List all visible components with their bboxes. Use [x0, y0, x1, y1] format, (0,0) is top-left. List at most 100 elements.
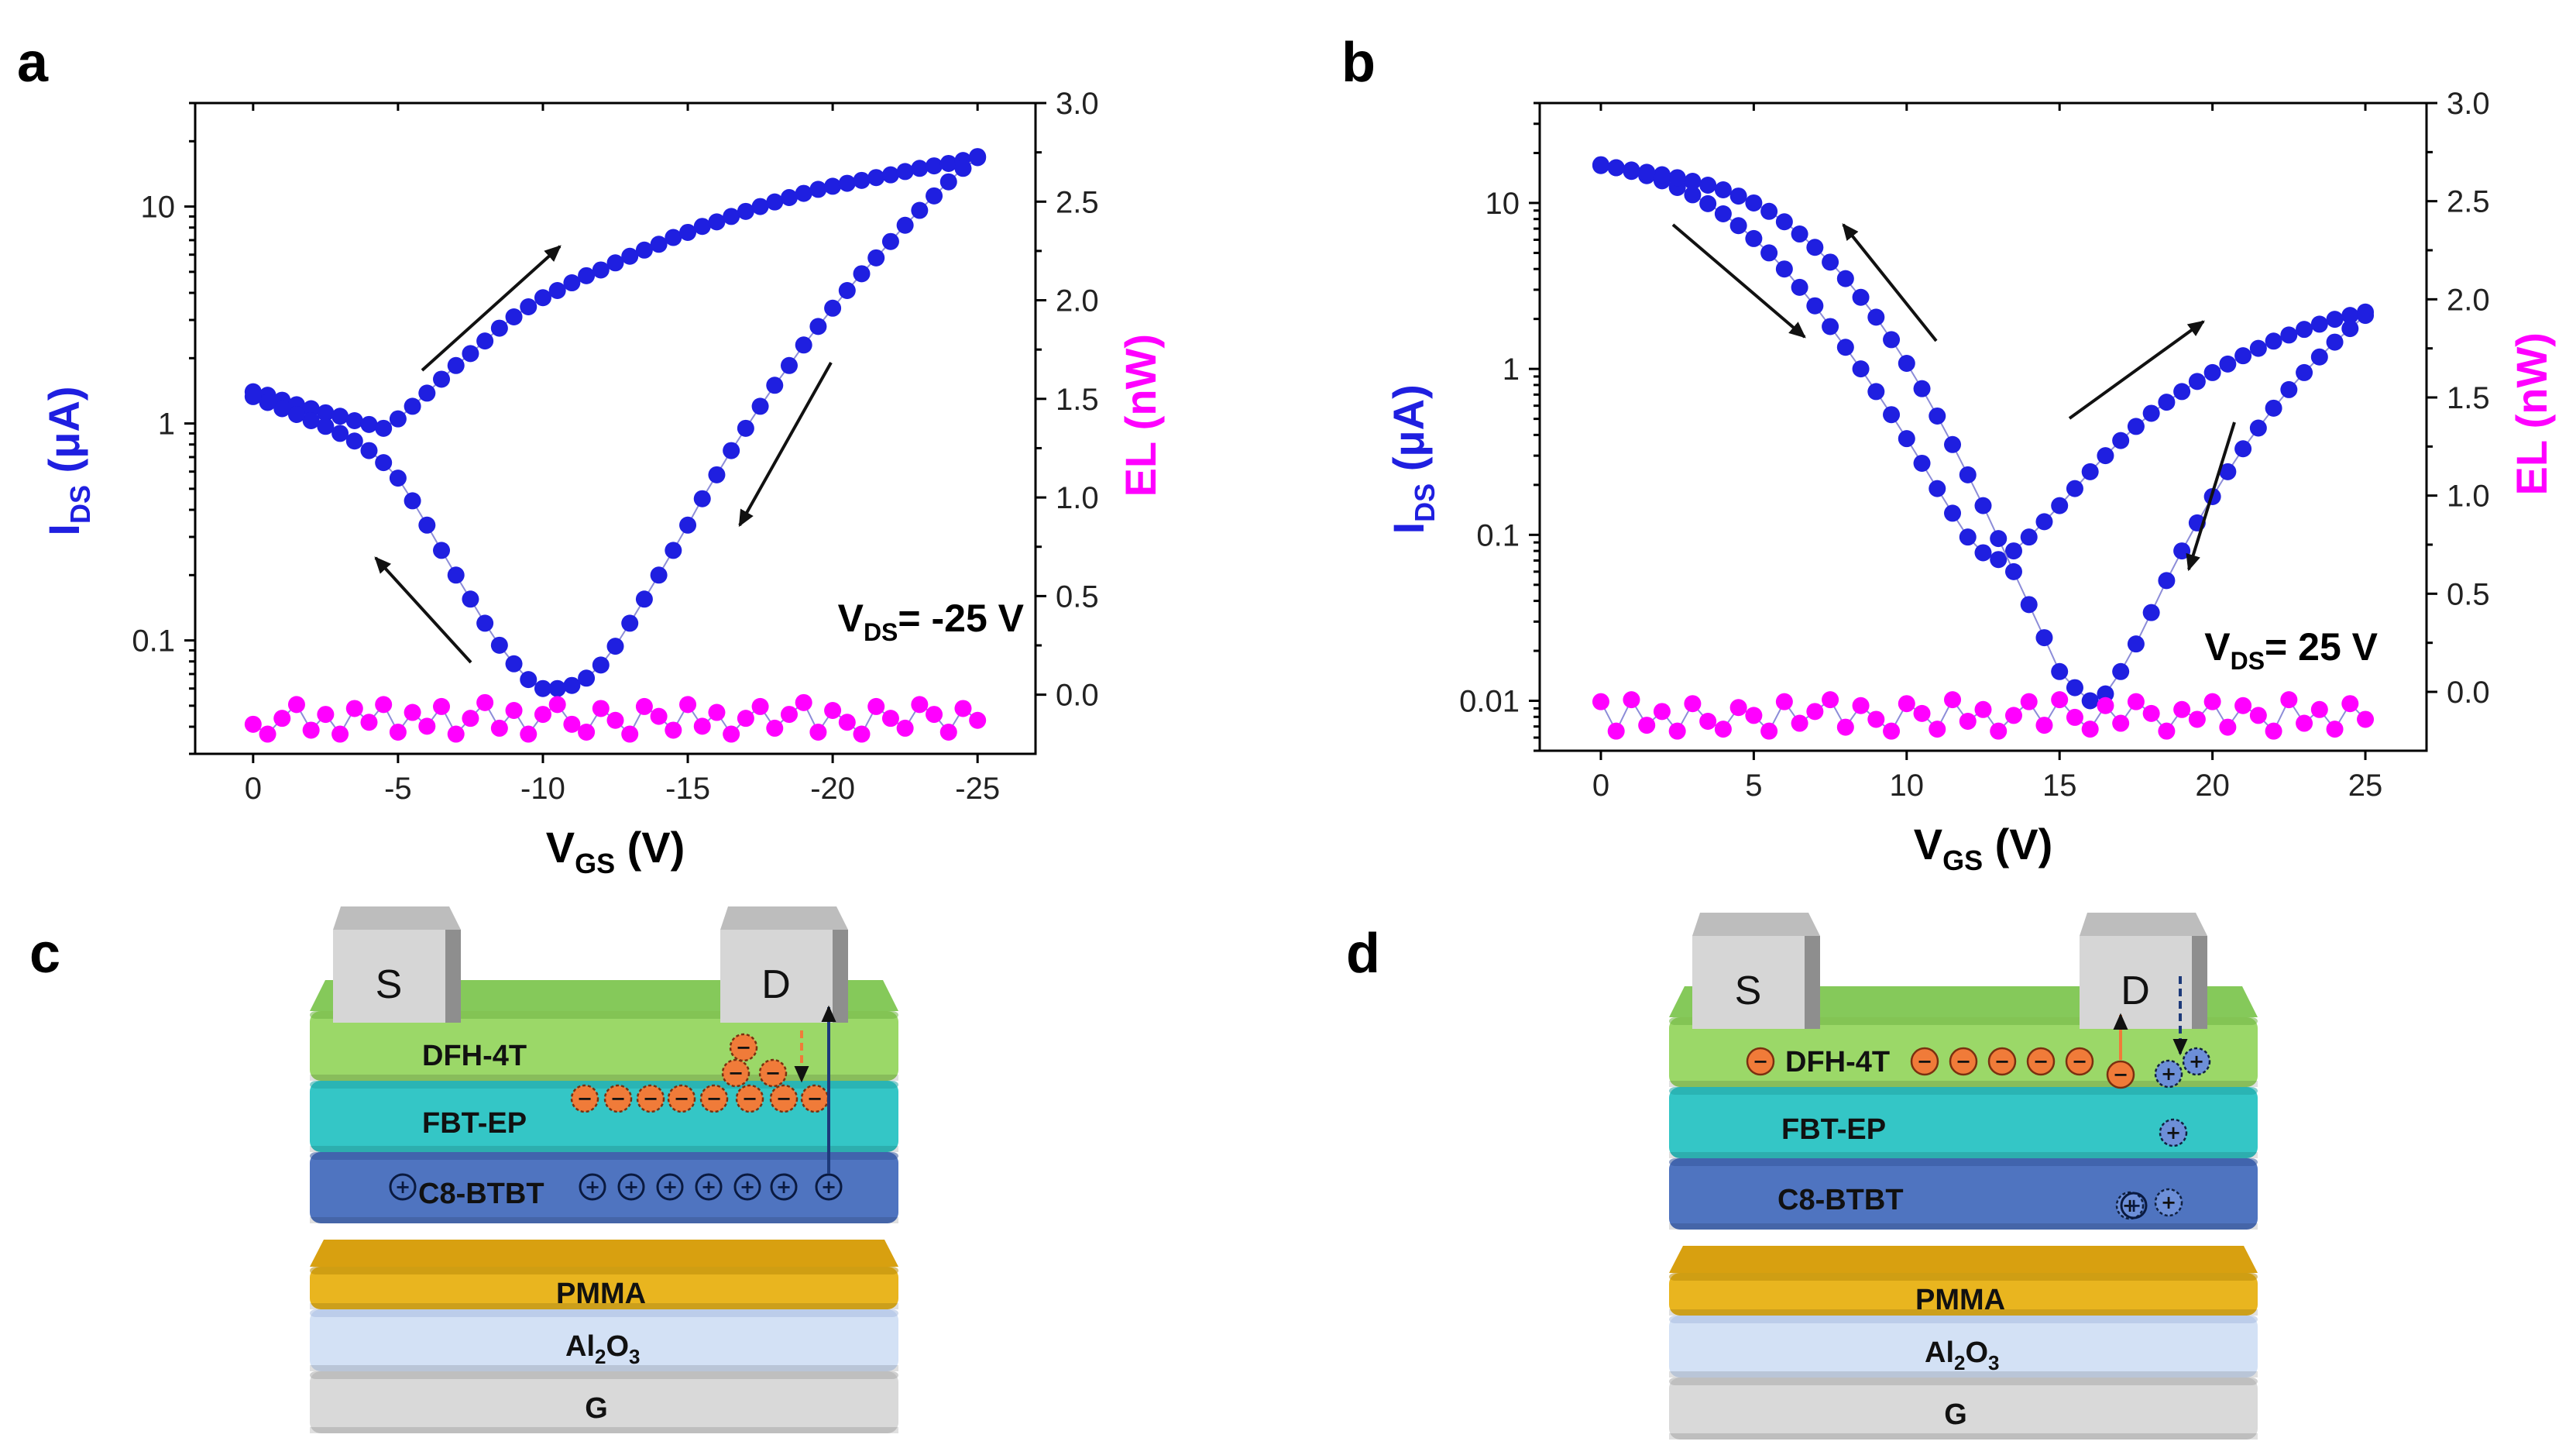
el-data-point	[881, 710, 899, 728]
electron-sign: −	[728, 1062, 744, 1084]
ids-data-point	[2249, 419, 2267, 437]
el-data-point	[665, 721, 682, 739]
el-data-point	[345, 700, 363, 717]
el-data-point	[1944, 691, 1962, 709]
ids-data-point	[1974, 544, 1992, 562]
el-data-point	[462, 710, 479, 728]
el-data-point	[360, 714, 378, 731]
hole-sign: +	[776, 1176, 792, 1198]
fbt-layer-bottom-shade	[310, 1146, 898, 1152]
electron	[769, 1084, 799, 1113]
electron-sign: −	[807, 1088, 823, 1109]
el-data-point	[795, 693, 812, 711]
ids-data-point	[2158, 572, 2176, 590]
ids-data-point	[621, 614, 639, 632]
el-data-point	[1836, 718, 1854, 736]
ids-data-point	[592, 656, 610, 674]
pmma-layer-top-edge	[1669, 1273, 2258, 1281]
el-data-point	[896, 719, 914, 737]
el-data-point	[447, 725, 465, 743]
el-data-point	[766, 719, 784, 737]
hole	[656, 1173, 684, 1201]
electron	[1949, 1047, 1978, 1076]
ids-data-point	[2234, 347, 2252, 365]
ids-data-point	[302, 400, 320, 418]
el-data-point	[389, 724, 407, 741]
ids-data-point	[2035, 629, 2053, 647]
ids-data-point	[1836, 270, 1854, 287]
hole-sign: +	[701, 1176, 716, 1198]
ids-data-point	[563, 676, 581, 694]
pmma-layer	[310, 1267, 898, 1309]
el-data-point	[2127, 693, 2145, 710]
electron	[1746, 1047, 1775, 1076]
ids-data-point	[520, 671, 538, 689]
ids-data-point	[1775, 260, 1793, 278]
hole-sign: +	[821, 1176, 836, 1198]
ids-data-point	[2004, 542, 2022, 560]
ids-data-point	[1867, 383, 1885, 401]
hole-sign: +	[585, 1176, 600, 1198]
el-data-point	[1852, 697, 1870, 714]
ids-data-point	[2158, 394, 2176, 411]
x-tick-label: 25	[2348, 769, 2383, 803]
ids-data-point	[838, 174, 856, 192]
el-data-point	[433, 697, 451, 715]
ids-data-point	[2127, 635, 2145, 653]
electron-sign: −	[1917, 1051, 1932, 1072]
ids-data-point	[2081, 463, 2099, 480]
el-data-point	[2051, 691, 2069, 709]
gate-layer-label: G	[1944, 1398, 1967, 1431]
ids-data-point	[1898, 354, 1915, 372]
electron-sign: −	[577, 1088, 592, 1109]
electron	[758, 1058, 788, 1088]
vds-annotation-rest: = 25 V	[2265, 625, 2379, 669]
ids-data-point	[838, 282, 856, 300]
el-data-point	[1699, 713, 1717, 730]
ids-data-point	[867, 169, 885, 187]
ids-data-point	[926, 187, 943, 205]
sweep-direction-arrow	[2186, 421, 2236, 572]
electron	[570, 1084, 599, 1113]
ids-data-point	[2265, 399, 2282, 417]
el-data-point	[1638, 717, 1656, 734]
ids-data-point	[1607, 159, 1625, 177]
hole-sign: +	[2161, 1192, 2176, 1213]
electron-sign: −	[2033, 1051, 2049, 1072]
hole	[2154, 1188, 2183, 1217]
sweep-direction-arrow	[2068, 320, 2205, 420]
al2o3-sub1: 2	[1954, 1351, 1965, 1374]
ids-data-point	[1714, 181, 1732, 198]
ids-data-point	[2310, 348, 2328, 366]
ids-data-point	[404, 492, 421, 510]
c8-layer-label: C8-BTBT	[418, 1178, 544, 1210]
el-data-point	[1806, 703, 1824, 721]
y-right-tick-label: 2.5	[1056, 185, 1099, 219]
el-data-point	[1822, 691, 1839, 709]
ids-data-point	[896, 163, 914, 181]
x-axis-title-main: V	[1914, 820, 1942, 869]
x-tick-label: 10	[1890, 769, 1925, 803]
ids-data-point	[476, 614, 494, 632]
el-data-point	[2066, 708, 2083, 726]
el-data-point	[2265, 722, 2282, 740]
ids-data-point	[650, 236, 668, 253]
ids-data-point	[621, 247, 639, 265]
ids-data-point	[2097, 447, 2114, 465]
ids-data-point	[447, 566, 465, 584]
ids-data-point	[1699, 194, 1717, 212]
ids-data-point	[1653, 166, 1671, 184]
ids-data-point	[2081, 692, 2099, 710]
y-right-tick-label: 0.0	[2447, 676, 2490, 710]
el-data-point	[418, 717, 436, 735]
ids-data-point	[2173, 383, 2191, 401]
ids-data-point	[2249, 339, 2267, 357]
ids-data-point	[896, 216, 914, 234]
electron-sign: −	[736, 1037, 751, 1058]
ids-data-point	[665, 229, 682, 246]
ids-data-point	[926, 157, 943, 175]
x-axis-title-unit: (V)	[1983, 820, 2052, 869]
electron	[735, 1084, 764, 1113]
al2o3-mid: O	[606, 1330, 629, 1363]
